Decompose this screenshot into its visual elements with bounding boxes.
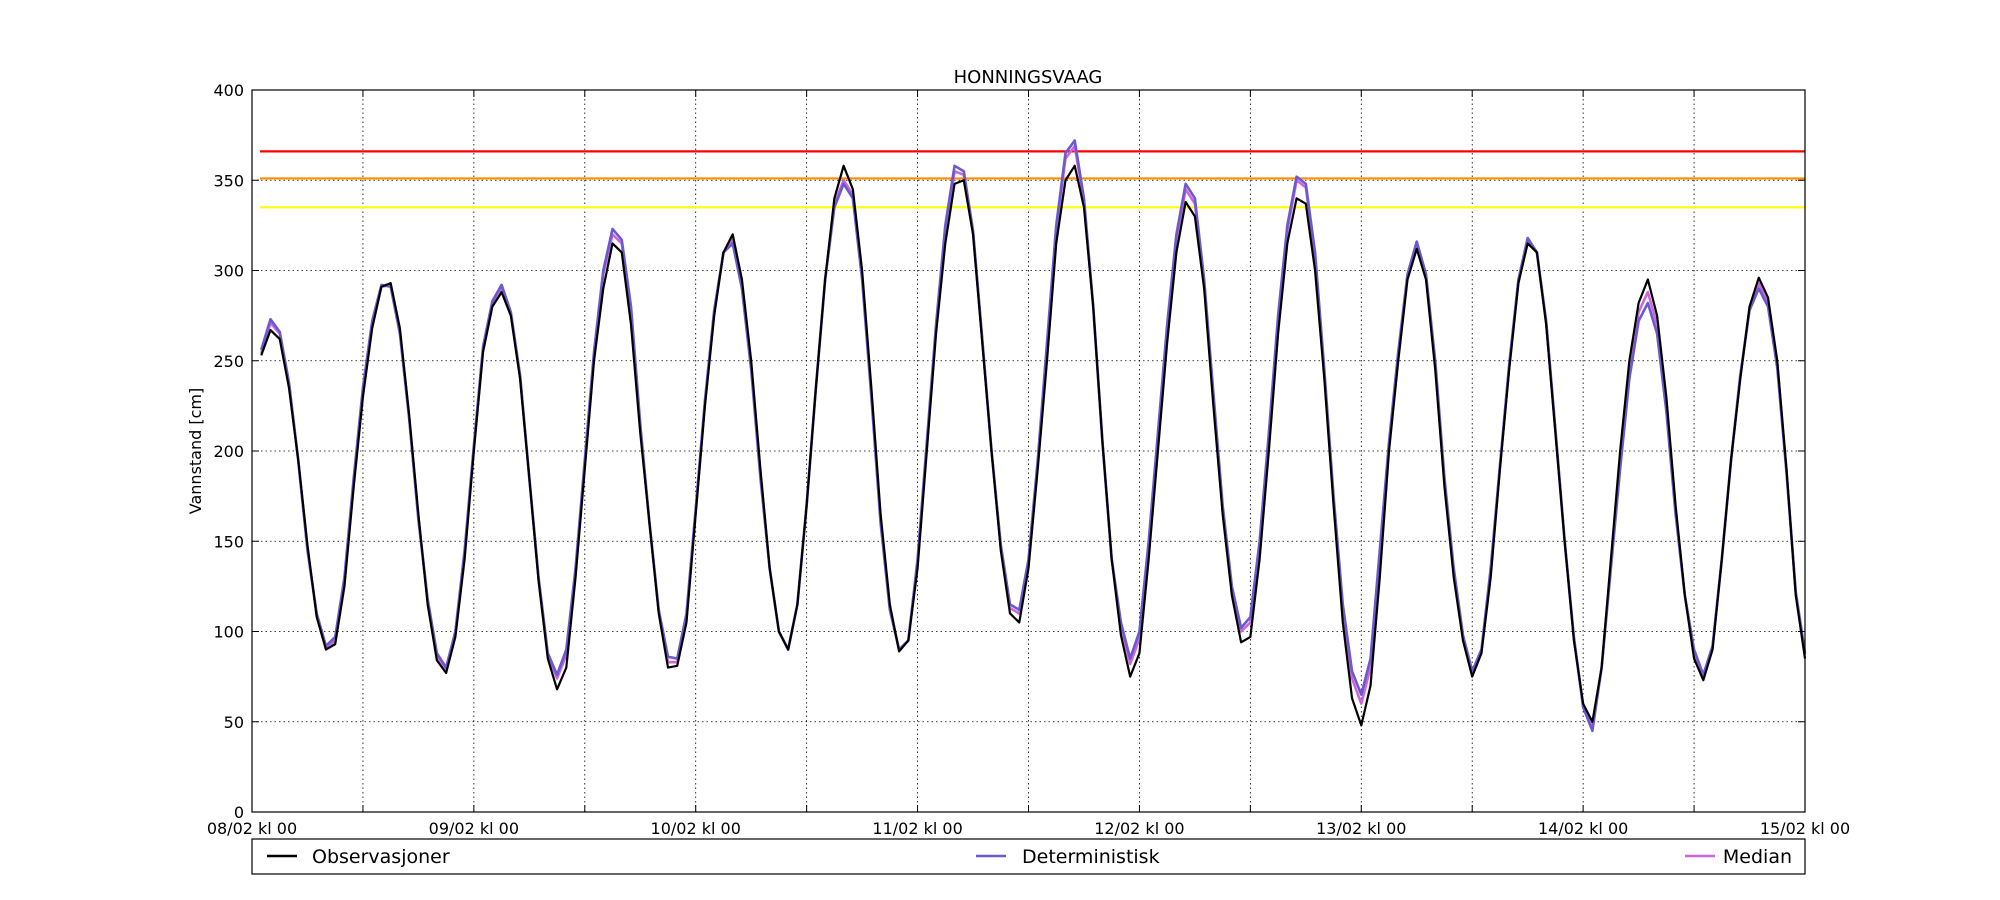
x-tick-label: 12/02 kl 00 <box>1094 819 1184 838</box>
x-tick-label: 13/02 kl 00 <box>1316 819 1406 838</box>
y-tick-label: 400 <box>213 81 244 100</box>
legend: Observasjoner Deterministisk Median <box>251 838 1806 875</box>
y-tick-label: 0 <box>234 803 244 822</box>
threshold-lines <box>260 150 1805 209</box>
x-tick-label: 14/02 kl 00 <box>1538 819 1628 838</box>
x-axis: 08/02 kl 00 09/02 kl 00 10/02 kl 00 11/02 k… <box>207 90 1850 838</box>
legend-label: Deterministisk <box>1022 846 1160 868</box>
legend-label: Observasjoner <box>312 846 450 868</box>
chart-title: HONNINGSVAAG <box>954 67 1103 88</box>
y-tick-label: 250 <box>213 352 244 371</box>
series-lines <box>259 139 1807 733</box>
x-tick-label: 15/02 kl 00 <box>1760 819 1850 838</box>
x-tick-label: 10/02 kl 00 <box>651 819 741 838</box>
y-tick-label: 350 <box>213 171 244 190</box>
legend-label: Median <box>1723 846 1792 868</box>
y-tick-label: 150 <box>213 532 244 551</box>
y-axis: 0 50 100 150 200 250 300 350 400 <box>213 81 1805 822</box>
y-axis-label: Vannstand [cm] <box>186 388 205 514</box>
legend-frame <box>251 838 1806 875</box>
y-tick-label: 200 <box>213 442 244 461</box>
series-line-observasjoner <box>260 164 1807 727</box>
x-tick-label: 11/02 kl 00 <box>872 819 962 838</box>
y-tick-label: 50 <box>224 713 244 732</box>
y-tick-label: 100 <box>213 623 244 642</box>
x-tick-label: 08/02 kl 00 <box>207 819 297 838</box>
y-tick-label: 300 <box>213 262 244 281</box>
x-tick-label: 09/02 kl 00 <box>429 819 519 838</box>
